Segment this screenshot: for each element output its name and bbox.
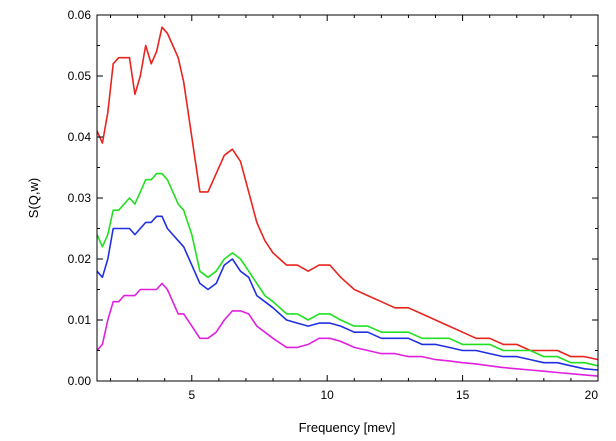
x-tick-label: 20 — [585, 388, 599, 402]
y-tick-label: 0.00 — [68, 374, 92, 388]
x-tick-label: 10 — [321, 388, 335, 402]
x-tick-label: 15 — [456, 388, 470, 402]
x-axis: 5 10 15 20 — [110, 15, 599, 402]
y-tick-label: 0.03 — [68, 191, 92, 205]
x-axis-title: Frequency [mev] — [299, 420, 396, 435]
y-tick-label: 0.01 — [68, 313, 92, 327]
x-tick-label: 5 — [188, 388, 195, 402]
series-line-3 — [96, 215, 599, 371]
y-tick-label: 0.02 — [68, 252, 92, 266]
series-line-1 — [96, 26, 599, 361]
series-line-2 — [96, 172, 599, 367]
plot-lines — [96, 26, 599, 377]
y-tick-label: 0.06 — [68, 8, 92, 22]
y-tick-label: 0.05 — [68, 69, 92, 83]
y-tick-label: 0.04 — [68, 130, 92, 144]
y-axis-title: S(Q,w) — [26, 178, 41, 218]
y-axis: 0.00 0.01 0.02 0.03 0.04 0.05 0.06 — [68, 8, 598, 388]
plot-frame — [96, 14, 599, 382]
series-line-4 — [96, 282, 599, 377]
